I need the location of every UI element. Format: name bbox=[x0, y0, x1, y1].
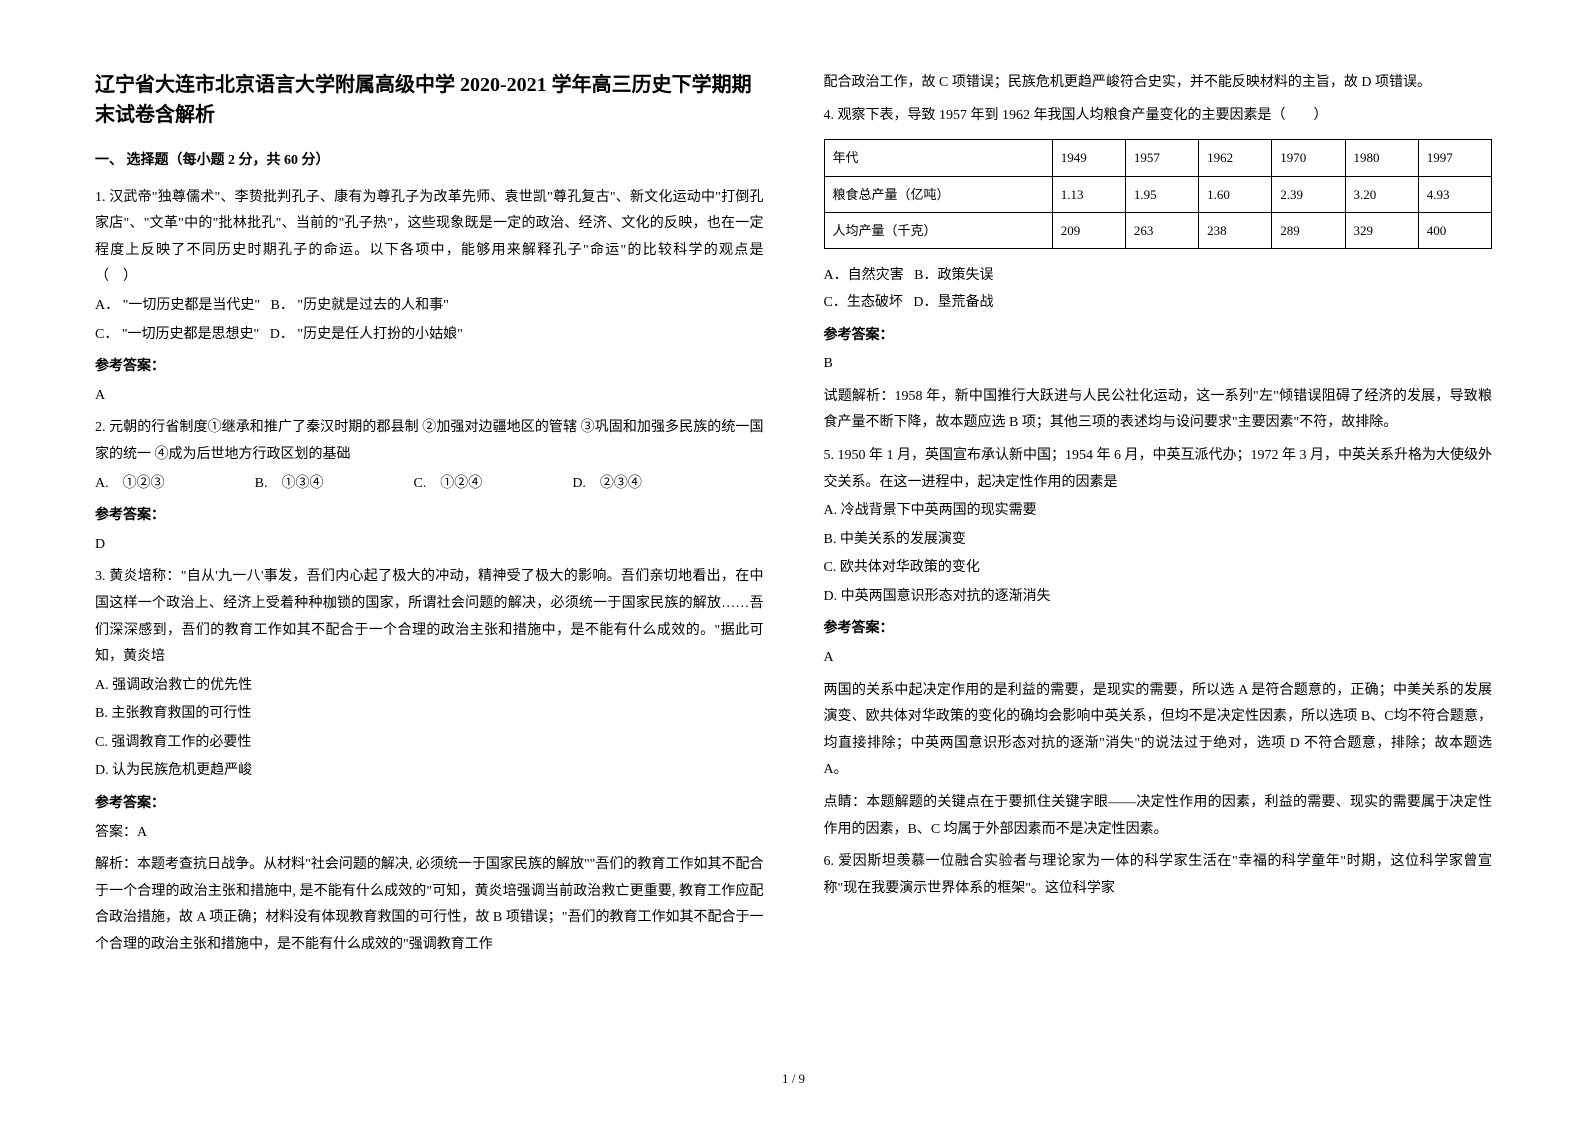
q4-option-a: A．自然灾害 bbox=[824, 268, 904, 283]
q5-answer-label: 参考答案： bbox=[824, 616, 1493, 643]
q4-option-d: D．垦荒备战 bbox=[913, 295, 993, 310]
table-cell: 263 bbox=[1125, 212, 1198, 248]
question-6: 6. 爱因斯坦羡慕一位融合实验者与理论家为一体的科学家生活在"幸福的科学童年"时… bbox=[824, 849, 1493, 902]
question-5-text: 5. 1950 年 1 月，英国宣布承认新中国；1954 年 6 月，中英互派代… bbox=[824, 443, 1493, 496]
q3-option-b: B. 主张教育救国的可行性 bbox=[95, 701, 764, 728]
q1-answer: A bbox=[95, 383, 764, 410]
table-cell: 1957 bbox=[1125, 140, 1198, 176]
table-cell: 289 bbox=[1272, 212, 1345, 248]
table-cell: 400 bbox=[1418, 212, 1491, 248]
q5-explanation-2: 点睛：本题解题的关键点在于要抓住关键字眼——决定性作用的因素，利益的需要、现实的… bbox=[824, 790, 1493, 843]
q3-option-a: A. 强调政治救亡的优先性 bbox=[95, 673, 764, 700]
table-cell: 4.93 bbox=[1418, 176, 1491, 212]
question-2-options: A. ①②③ B. ①③④ C. ①②④ D. ②③④ bbox=[95, 471, 764, 498]
q3-answer: 答案：A bbox=[95, 820, 764, 847]
question-1: 1. 汉武帝"独尊儒术"、李贽批判孔子、康有为尊孔子为改革先师、袁世凯"尊孔复古… bbox=[95, 185, 764, 410]
table-cell: 1.95 bbox=[1125, 176, 1198, 212]
q3-explanation-continued: 配合政治工作，故 C 项错误；民族危机更趋严峻符合史实，并不能反映材料的主旨，故… bbox=[824, 70, 1493, 97]
table-cell: 1997 bbox=[1418, 140, 1491, 176]
table-cell: 209 bbox=[1052, 212, 1125, 248]
q3-option-c: C. 强调教育工作的必要性 bbox=[95, 730, 764, 757]
question-3-text: 3. 黄炎培称："自从'九一八'事发，吾们内心起了极大的冲动，精神受了极大的影响… bbox=[95, 564, 764, 670]
left-column: 辽宁省大连市北京语言大学附属高级中学 2020-2021 学年高三历史下学期期末… bbox=[95, 70, 764, 1082]
q2-answer-label: 参考答案： bbox=[95, 503, 764, 530]
q2-option-b: B. ①③④ bbox=[255, 471, 324, 498]
q5-option-b: B. 中美关系的发展演变 bbox=[824, 527, 1493, 554]
question-2: 2. 元朝的行省制度①继承和推广了秦汉时期的郡县制 ②加强对边疆地区的管辖 ③巩… bbox=[95, 415, 764, 558]
question-4-text: 4. 观察下表，导致 1957 年到 1962 年我国人均粮食产量变化的主要因素… bbox=[824, 103, 1493, 130]
q2-option-a: A. ①②③ bbox=[95, 471, 165, 498]
q4-options-row1: A．自然灾害 B．政策失误 bbox=[824, 263, 1493, 290]
q4-option-c: C．生态破坏 bbox=[824, 295, 903, 310]
table-cell: 粮食总产量（亿吨） bbox=[824, 176, 1052, 212]
question-4: 4. 观察下表，导致 1957 年到 1962 年我国人均粮食产量变化的主要因素… bbox=[824, 103, 1493, 437]
question-1-options-row2: C． "一切历史都是思想史" D． "历史是任人打扮的小姑娘" bbox=[95, 322, 764, 349]
q1-option-c: C． "一切历史都是思想史" bbox=[95, 327, 259, 342]
table-cell: 1962 bbox=[1199, 140, 1272, 176]
q5-answer: A bbox=[824, 645, 1493, 672]
q1-option-d: D． "历史是任人打扮的小姑娘" bbox=[270, 327, 463, 342]
table-cell: 3.20 bbox=[1345, 176, 1418, 212]
table-cell: 238 bbox=[1199, 212, 1272, 248]
question-6-text: 6. 爱因斯坦羡慕一位融合实验者与理论家为一体的科学家生活在"幸福的科学童年"时… bbox=[824, 849, 1493, 902]
q1-option-a: A． "一切历史都是当代史" bbox=[95, 298, 260, 313]
table-cell: 1949 bbox=[1052, 140, 1125, 176]
q3-answer-label: 参考答案： bbox=[95, 791, 764, 818]
question-1-text: 1. 汉武帝"独尊儒术"、李贽批判孔子、康有为尊孔子为改革先师、袁世凯"尊孔复古… bbox=[95, 185, 764, 291]
q1-option-b: B． "历史就是过去的人和事" bbox=[271, 298, 449, 313]
table-cell: 1.60 bbox=[1199, 176, 1272, 212]
q4-answer: B bbox=[824, 351, 1493, 378]
q5-explanation-1: 两国的关系中起决定作用的是利益的需要，是现实的需要，所以选 A 是符合题意的，正… bbox=[824, 678, 1493, 784]
question-5: 5. 1950 年 1 月，英国宣布承认新中国；1954 年 6 月，中英互派代… bbox=[824, 443, 1493, 843]
page-number: 1 / 9 bbox=[782, 1067, 805, 1092]
table-cell: 人均产量（千克） bbox=[824, 212, 1052, 248]
q5-option-c: C. 欧共体对华政策的变化 bbox=[824, 555, 1493, 582]
table-cell: 1980 bbox=[1345, 140, 1418, 176]
section-header: 一、 选择题（每小题 2 分，共 60 分） bbox=[95, 148, 764, 175]
question-2-text: 2. 元朝的行省制度①继承和推广了秦汉时期的郡县制 ②加强对边疆地区的管辖 ③巩… bbox=[95, 415, 764, 468]
right-column: 配合政治工作，故 C 项错误；民族危机更趋严峻符合史实，并不能反映材料的主旨，故… bbox=[824, 70, 1493, 1082]
q4-data-table: 年代 1949 1957 1962 1970 1980 1997 粮食总产量（亿… bbox=[824, 139, 1493, 249]
q2-option-d: D. ②③④ bbox=[572, 471, 642, 498]
q5-option-a: A. 冷战背景下中英两国的现实需要 bbox=[824, 498, 1493, 525]
table-cell: 1.13 bbox=[1052, 176, 1125, 212]
question-3: 3. 黄炎培称："自从'九一八'事发，吾们内心起了极大的冲动，精神受了极大的影响… bbox=[95, 564, 764, 958]
page-container: 辽宁省大连市北京语言大学附属高级中学 2020-2021 学年高三历史下学期期末… bbox=[95, 70, 1492, 1082]
table-header-row: 年代 1949 1957 1962 1970 1980 1997 bbox=[824, 140, 1492, 176]
document-title: 辽宁省大连市北京语言大学附属高级中学 2020-2021 学年高三历史下学期期末… bbox=[95, 70, 764, 130]
table-cell: 1970 bbox=[1272, 140, 1345, 176]
q1-answer-label: 参考答案： bbox=[95, 354, 764, 381]
q2-answer: D bbox=[95, 532, 764, 559]
table-row: 人均产量（千克） 209 263 238 289 329 400 bbox=[824, 212, 1492, 248]
q5-option-d: D. 中英两国意识形态对抗的逐渐消失 bbox=[824, 584, 1493, 611]
table-cell: 2.39 bbox=[1272, 176, 1345, 212]
q4-answer-label: 参考答案： bbox=[824, 323, 1493, 350]
question-1-options-row1: A． "一切历史都是当代史" B． "历史就是过去的人和事" bbox=[95, 293, 764, 320]
q3-option-d: D. 认为民族危机更趋严峻 bbox=[95, 758, 764, 785]
q4-option-b: B．政策失误 bbox=[914, 268, 993, 283]
q3-explanation: 解析：本题考查抗日战争。从材料"社会问题的解决, 必须统一于国家民族的解放""吾… bbox=[95, 852, 764, 958]
table-cell: 年代 bbox=[824, 140, 1052, 176]
q4-options-row2: C．生态破坏 D．垦荒备战 bbox=[824, 290, 1493, 317]
table-cell: 329 bbox=[1345, 212, 1418, 248]
q4-explanation: 试题解析：1958 年，新中国推行大跃进与人民公社化运动，这一系列"左"倾错误阻… bbox=[824, 384, 1493, 437]
q2-option-c: C. ①②④ bbox=[413, 471, 482, 498]
table-row: 粮食总产量（亿吨） 1.13 1.95 1.60 2.39 3.20 4.93 bbox=[824, 176, 1492, 212]
